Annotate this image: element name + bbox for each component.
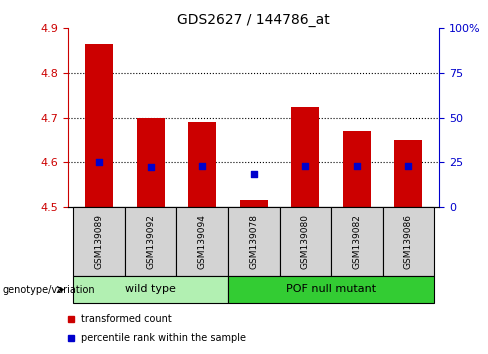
Bar xyxy=(125,207,177,276)
Bar xyxy=(280,207,331,276)
Title: GDS2627 / 144786_at: GDS2627 / 144786_at xyxy=(177,13,330,27)
Bar xyxy=(74,207,125,276)
Bar xyxy=(291,107,320,207)
Bar xyxy=(85,44,113,207)
Text: percentile rank within the sample: percentile rank within the sample xyxy=(81,333,245,343)
Text: GSM139089: GSM139089 xyxy=(95,214,104,269)
Point xyxy=(405,163,412,169)
Bar xyxy=(188,122,216,207)
Point xyxy=(353,163,361,169)
Point xyxy=(198,163,206,169)
Bar xyxy=(228,276,434,303)
Text: GSM139082: GSM139082 xyxy=(352,214,361,269)
Text: genotype/variation: genotype/variation xyxy=(2,285,95,295)
Point xyxy=(250,171,258,176)
Text: GSM139080: GSM139080 xyxy=(301,214,310,269)
Text: POF null mutant: POF null mutant xyxy=(286,284,376,295)
Bar xyxy=(331,207,383,276)
Text: GSM139092: GSM139092 xyxy=(146,214,155,269)
Text: wild type: wild type xyxy=(125,284,176,295)
Point xyxy=(147,164,155,170)
Bar xyxy=(383,207,434,276)
Bar xyxy=(177,207,228,276)
Bar xyxy=(74,276,228,303)
Text: transformed count: transformed count xyxy=(81,314,171,324)
Text: GSM139078: GSM139078 xyxy=(249,214,258,269)
Bar xyxy=(240,200,268,207)
Bar xyxy=(343,131,371,207)
Point xyxy=(95,160,103,165)
Bar xyxy=(228,207,280,276)
Text: GSM139094: GSM139094 xyxy=(198,214,207,269)
Bar xyxy=(137,118,165,207)
Point xyxy=(302,163,309,169)
Bar xyxy=(394,140,423,207)
Text: GSM139086: GSM139086 xyxy=(404,214,413,269)
